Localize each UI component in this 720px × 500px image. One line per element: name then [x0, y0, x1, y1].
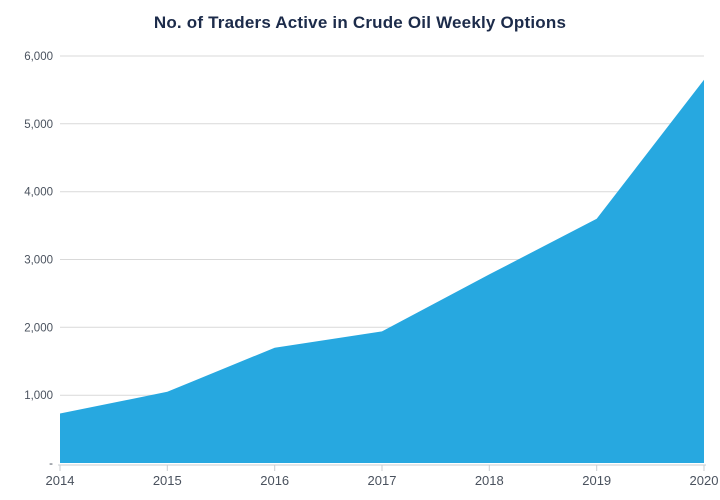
y-axis-label: 4,000 — [24, 187, 53, 199]
x-axis-label: 2020 — [690, 473, 719, 488]
x-axis-label: 2018 — [475, 473, 504, 488]
x-axis-label: 2014 — [46, 473, 75, 488]
y-axis-label: 6,000 — [24, 51, 53, 63]
x-axis-label: 2017 — [368, 473, 397, 488]
y-axis-label: 3,000 — [24, 255, 53, 267]
y-axis-label: - — [49, 458, 53, 470]
y-axis-label: 5,000 — [24, 119, 53, 131]
x-axis-label: 2016 — [260, 473, 289, 488]
area-series — [60, 79, 704, 463]
x-axis-label: 2015 — [153, 473, 182, 488]
y-axis-label: 1,000 — [24, 390, 53, 402]
y-axis-label: 2,000 — [24, 322, 53, 334]
x-axis-label: 2019 — [582, 473, 611, 488]
chart-title: No. of Traders Active in Crude Oil Weekl… — [153, 13, 567, 32]
